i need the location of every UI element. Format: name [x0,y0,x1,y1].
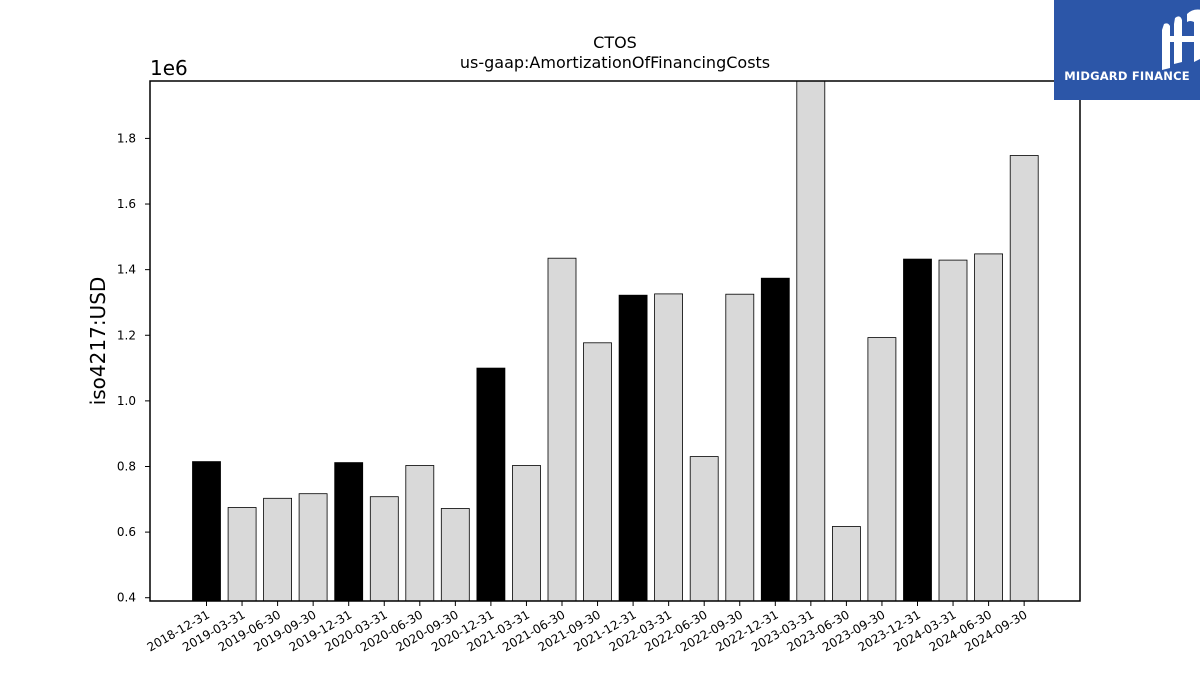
y-tick-label: 1.8 [117,131,136,145]
bar-2020-09-30 [440,508,470,602]
y-tick-label: 1.6 [117,197,136,211]
y-tick-label: 1.0 [117,394,136,408]
bar-2023-03-31 [796,80,826,602]
y-tick-label: 0.8 [117,459,136,473]
x-ticks-group: 2018-12-312019-03-312019-06-302019-09-30… [145,601,1030,654]
midgard-finance-logo: MIDGARD FINANCE [1054,0,1200,100]
bar-2021-09-30 [583,342,612,602]
bar-2021-03-31 [512,465,541,602]
bar-2023-06-30 [832,526,861,602]
bar-2024-09-30 [1009,155,1039,602]
bar-2019-03-31 [227,507,257,602]
bar-2021-12-31 [618,294,648,602]
bar-2020-12-31 [476,367,506,602]
logo-text: MIDGARD FINANCE [1064,69,1190,83]
bar-2022-06-30 [689,456,719,602]
midgard-logo-icon [1162,9,1200,70]
bar-2019-12-31 [334,462,364,602]
y-tick-label: 1.4 [117,263,136,277]
bar-2018-12-31 [192,461,221,602]
bar-2020-03-31 [369,496,399,602]
chart-title: CTOS [593,33,637,52]
bar-2021-06-30 [547,257,577,602]
y-tick-label: 0.4 [117,591,136,605]
y-offset-label: 1e6 [150,56,188,80]
plot-frame [149,80,1081,602]
bar-2022-12-31 [760,277,790,602]
chart-subtitle: us-gaap:AmortizationOfFinancingCosts [460,53,770,72]
bar-2024-06-30 [974,253,1003,602]
bar-2020-06-30 [405,465,435,602]
bar-2022-09-30 [725,293,755,602]
bar-2019-06-30 [263,497,293,602]
bar-2019-09-30 [298,493,328,602]
bar-2024-03-31 [938,259,968,602]
bar-2023-09-30 [867,337,897,602]
bar-2022-03-31 [654,293,683,602]
bars-group [192,80,1039,602]
y-tick-label: 0.6 [117,525,136,539]
y-axis-label: iso4217:USD [86,277,110,406]
y-ticks-group: 0.4 0.6 0.8 1.0 1.2 1.4 1.6 1.8 [117,131,150,605]
bar-2023-12-31 [903,258,932,602]
y-tick-label: 1.2 [117,328,136,342]
